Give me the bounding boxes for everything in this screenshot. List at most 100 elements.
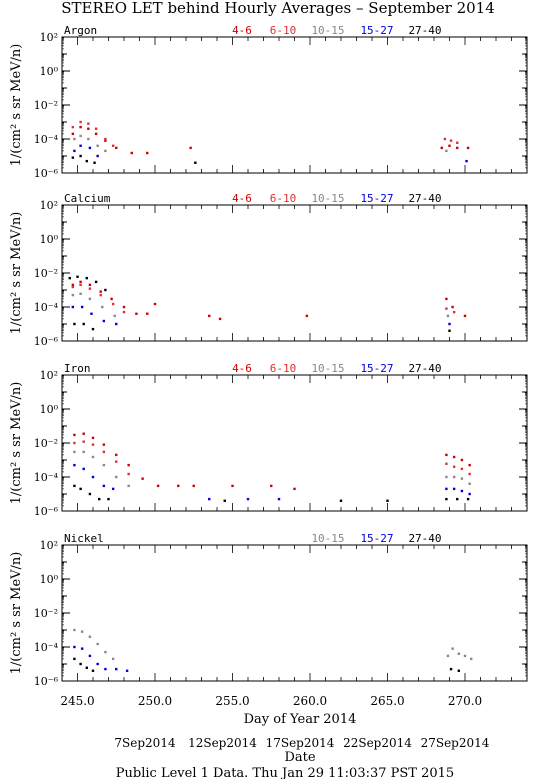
legend-label: 6-10: [270, 362, 297, 375]
panel-calcium: 10² 10⁰ 10⁻² 10⁻⁴ 10⁻⁶ Calcium 4-6 6-10 10-15 15-…: [9, 192, 528, 348]
data-point: [80, 305, 84, 309]
data-point: [88, 654, 92, 658]
data-point: [231, 484, 234, 488]
data-point: [88, 146, 92, 150]
data-point: [88, 287, 92, 290]
data-point: [449, 667, 453, 671]
data-point: [91, 443, 95, 446]
data-point: [79, 154, 82, 158]
data-point: [446, 654, 450, 658]
data-point: [91, 455, 95, 459]
data-point: [79, 283, 82, 287]
data-point: [73, 628, 76, 632]
data-point: [457, 669, 460, 672]
data-point: [127, 472, 130, 476]
data-point: [71, 293, 75, 297]
data-point: [468, 492, 471, 496]
data-point: [452, 310, 456, 314]
date-tick-label: 22Sep2014: [343, 736, 412, 750]
series-27-40: [73, 657, 460, 672]
date-tick-label: 12Sep2014: [188, 736, 257, 750]
data-point: [73, 433, 76, 437]
panel-species-label: Calcium: [64, 192, 111, 205]
series-4-6: [73, 432, 471, 491]
legend-label: 15-27: [360, 24, 393, 37]
data-point: [73, 450, 76, 454]
legend-label: 4-6: [232, 24, 252, 37]
footer-note: Public Level 1 Data. Thu Jan 29 11:03:37…: [116, 766, 454, 779]
y-axis-title: 1/(cm² s sr MeV/n): [9, 382, 24, 505]
data-point: [73, 441, 76, 445]
x-tick-label: 250.0: [138, 694, 172, 708]
data-point: [208, 497, 211, 501]
data-point: [465, 159, 468, 163]
series-10-15: [73, 134, 448, 153]
y-tick-label: 10⁰: [40, 65, 59, 78]
data-point: [71, 125, 75, 129]
data-point: [445, 462, 448, 465]
data-point: [192, 484, 195, 488]
x-tick-label: 260.0: [293, 694, 327, 708]
data-point: [82, 322, 85, 326]
data-point: [468, 472, 471, 476]
data-point: [80, 647, 84, 650]
date-tick-label: 7Sep2014: [114, 736, 176, 750]
data-point: [96, 154, 99, 158]
data-point: [156, 484, 160, 488]
data-point: [68, 276, 71, 280]
data-point: [466, 146, 470, 150]
data-point: [104, 139, 107, 142]
data-point: [85, 666, 88, 669]
data-point: [73, 137, 76, 141]
data-point: [115, 460, 118, 463]
data-point: [110, 297, 113, 301]
data-point: [73, 149, 76, 153]
data-point: [82, 450, 85, 454]
data-point: [79, 144, 82, 147]
y-tick-label: 10⁰: [40, 233, 59, 246]
data-point: [73, 463, 76, 467]
data-point: [452, 455, 456, 459]
data-point: [208, 314, 211, 318]
panels-group: 10² 10⁰ 10⁻² 10⁻⁴ 10⁻⁶ Argon 4-6 6-10 10-15 15-27…: [9, 24, 528, 688]
data-point: [293, 487, 296, 491]
data-point: [102, 319, 106, 323]
legend-label: 10-15: [311, 192, 344, 205]
legend-label: 4-6: [232, 192, 252, 205]
data-point: [98, 497, 101, 501]
data-point: [277, 497, 281, 501]
data-point: [88, 297, 92, 301]
legend-label: 15-27: [360, 532, 393, 545]
data-point: [107, 497, 110, 501]
data-point: [71, 156, 75, 159]
data-point: [71, 305, 75, 309]
date-tick-label: 27Sep2014: [421, 736, 490, 750]
data-point: [153, 302, 157, 306]
y-tick-label: 10⁻²: [34, 607, 58, 620]
panel-nickel: 10² 10⁰ 10⁻² 10⁻⁴ 10⁻⁶ Nickel 10-15 15-27 27-40 1…: [9, 532, 528, 688]
data-point: [91, 669, 95, 672]
y-tick-label: 10⁻⁶: [34, 505, 59, 518]
data-point: [386, 499, 389, 502]
data-point: [88, 635, 92, 638]
y-tick-label: 10⁻⁶: [34, 675, 59, 688]
data-point: [445, 297, 448, 301]
data-point: [445, 475, 448, 479]
y-tick-label: 10²: [40, 369, 58, 382]
data-point: [456, 497, 459, 501]
y-tick-label: 10⁻²: [34, 267, 58, 280]
data-point: [115, 322, 118, 326]
data-point: [79, 487, 82, 491]
legend-label: 27-40: [408, 362, 441, 375]
legend-label: 6-10: [270, 192, 297, 205]
data-point: [440, 146, 443, 150]
data-point: [93, 161, 96, 164]
data-point: [305, 314, 309, 318]
data-point: [456, 141, 459, 144]
y-tick-label: 10⁻⁶: [34, 335, 59, 348]
y-tick-label: 10²: [40, 539, 58, 552]
series-10-15: [71, 292, 450, 318]
data-point: [73, 484, 76, 488]
data-point: [122, 310, 126, 314]
y-tick-label: 10⁰: [40, 403, 59, 416]
